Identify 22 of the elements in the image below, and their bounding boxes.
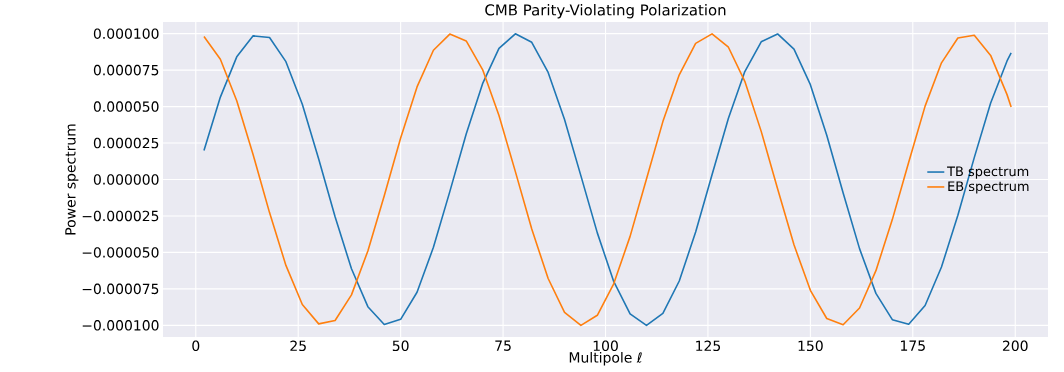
y-tick-label: −0.000025	[82, 210, 159, 222]
x-tick-label: 175	[901, 340, 925, 351]
x-tick-label: 50	[392, 340, 409, 352]
chart-title: CMB Parity-Violating Polarization	[485, 4, 726, 19]
y-tick-label: −0.000075	[82, 283, 159, 295]
y-tick-label: 0.000050	[93, 101, 159, 112]
x-tick-label: 0	[192, 340, 200, 352]
x-tick-label: 125	[696, 340, 721, 352]
y-tick-label: 0.000075	[93, 64, 159, 76]
y-tick-label: −0.000100	[82, 320, 159, 331]
x-axis-title: Multipole ℓ	[569, 351, 642, 366]
y-tick-label: −0.000050	[82, 247, 159, 258]
y-tick-label: 0.000025	[93, 137, 159, 149]
y-tick-label: 0.000000	[93, 174, 159, 185]
legend-label: EB spectrum	[948, 181, 1029, 194]
x-tick-label: 150	[798, 340, 823, 352]
x-tick-label: 200	[1002, 340, 1028, 352]
x-tick-label: 75	[495, 340, 511, 351]
x-tick-label: 100	[593, 340, 618, 352]
x-tick-label: 25	[290, 340, 306, 352]
y-tick-label: 0.000100	[93, 28, 159, 39]
y-axis-title: Power spectrum	[65, 124, 79, 235]
